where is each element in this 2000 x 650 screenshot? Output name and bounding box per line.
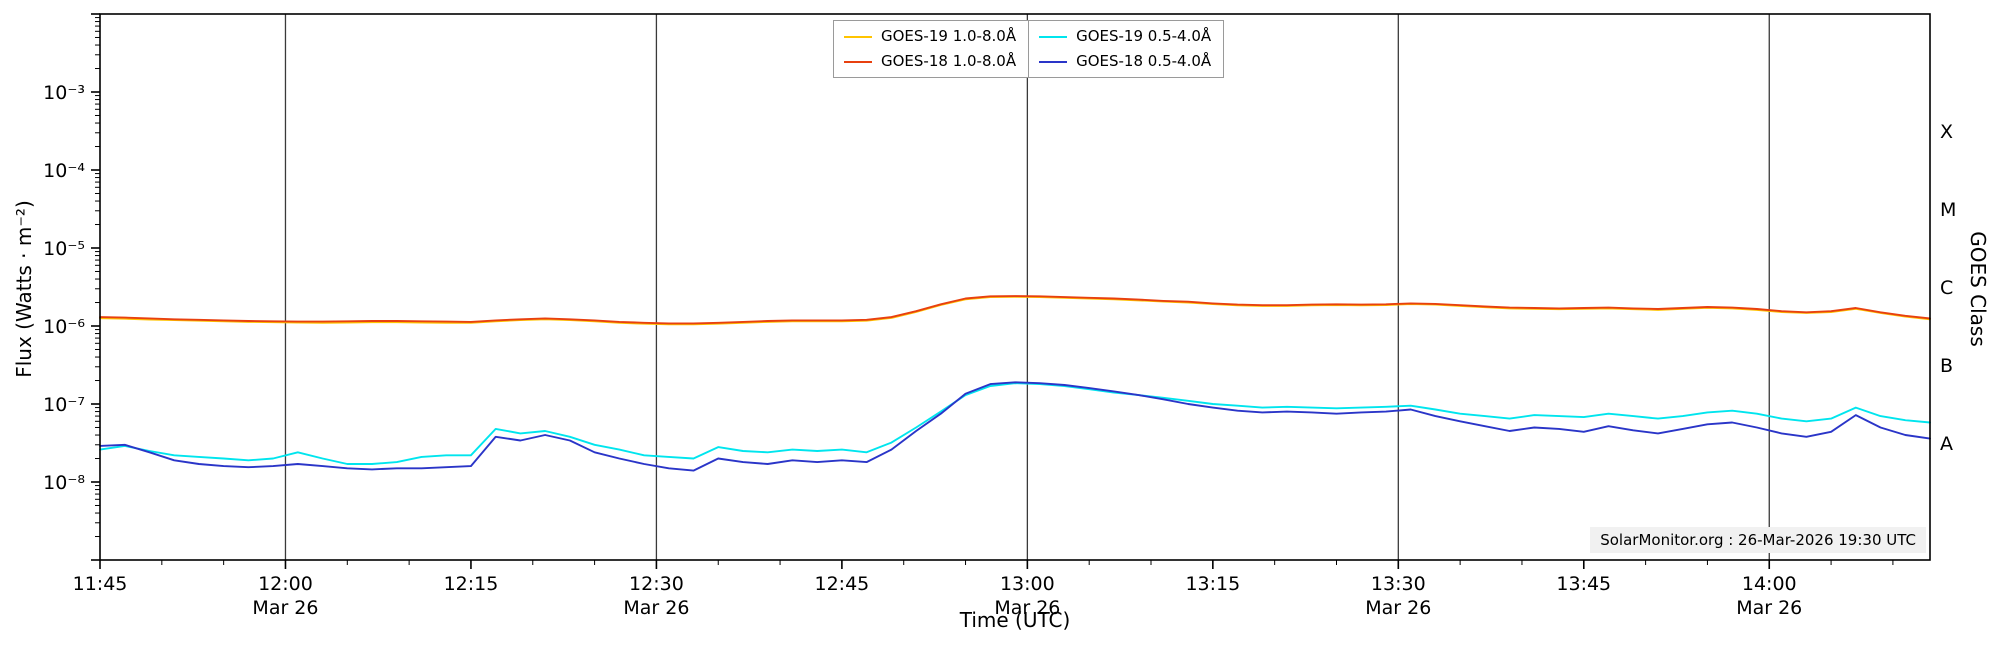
x-tick-label: 12:30 (629, 573, 684, 595)
legend-item: GOES-19 1.0-8.0Å (844, 27, 1016, 46)
y-tick-label: 10⁻⁸ (43, 472, 85, 494)
goes-class-letter: A (1940, 433, 1953, 455)
series-line-goes18-long (99, 295, 1931, 325)
y-axis-label: Flux (Watts · m⁻²) (12, 200, 36, 378)
x-tick-label: 11:45 (73, 573, 128, 595)
x-tick-label: 13:15 (1185, 573, 1240, 595)
x-tick-sublabel: Mar 26 (1736, 597, 1802, 619)
legend-swatch-goes19-short (1039, 35, 1068, 38)
x-tick-label: 13:30 (1371, 573, 1426, 595)
goes-class-letter: M (1940, 199, 1956, 221)
y-tick-label: 10⁻⁷ (43, 394, 85, 416)
legend-item: GOES-18 1.0-8.0Å (844, 52, 1016, 71)
x-tick-label: 14:00 (1742, 573, 1797, 595)
legend: GOES-19 1.0-8.0Å GOES-18 1.0-8.0Å GOES-1… (833, 20, 1225, 78)
series-line-goes19-short (99, 382, 1931, 465)
legend-swatch-goes18-long (844, 60, 872, 63)
x-tick-sublabel: Mar 26 (1365, 597, 1431, 619)
x-tick-sublabel: Mar 26 (252, 597, 318, 619)
plot-border (99, 13, 1931, 561)
x-axis-label: Time (UTC) (959, 608, 1071, 632)
right-axis-label: GOES Class (1966, 231, 1990, 347)
watermark-text: SolarMonitor.org : 26-Mar-2026 19:30 UTC (1590, 527, 1926, 553)
y-tick-label: 10⁻⁵ (43, 238, 85, 260)
x-tick-label: 13:00 (1000, 573, 1055, 595)
goes-class-letter: X (1940, 121, 1953, 143)
series-line-goes18-short (99, 381, 1931, 472)
x-tick-label: 13:45 (1556, 573, 1611, 595)
legend-swatch-goes19-long (844, 35, 872, 38)
legend-label: GOES-19 0.5-4.0Å (1076, 27, 1212, 45)
goes-class-letter: C (1940, 277, 1953, 299)
legend-column-long-channel: GOES-19 1.0-8.0Å GOES-18 1.0-8.0Å (833, 20, 1030, 78)
y-tick-label: 10⁻³ (43, 82, 85, 104)
goes-class-letter: B (1940, 355, 1953, 377)
legend-item: GOES-19 0.5-4.0Å (1039, 27, 1211, 46)
x-tick-label: 12:15 (444, 573, 499, 595)
x-tick-sublabel: Mar 26 (623, 597, 689, 619)
legend-swatch-goes18-short (1039, 60, 1068, 63)
x-tick-label: 12:00 (258, 573, 313, 595)
x-tick-label: 12:45 (815, 573, 870, 595)
x-tick-sublabel: Mar 26 (994, 597, 1060, 619)
y-tick-label: 10⁻⁴ (43, 160, 85, 182)
legend-label: GOES-18 1.0-8.0Å (881, 52, 1017, 70)
y-tick-label: 10⁻⁶ (43, 316, 85, 338)
legend-label: GOES-19 1.0-8.0Å (881, 27, 1017, 45)
legend-column-short-channel: GOES-19 0.5-4.0Å GOES-18 0.5-4.0Å (1028, 20, 1225, 78)
legend-item: GOES-18 0.5-4.0Å (1039, 52, 1211, 71)
legend-label: GOES-18 0.5-4.0Å (1076, 52, 1212, 70)
